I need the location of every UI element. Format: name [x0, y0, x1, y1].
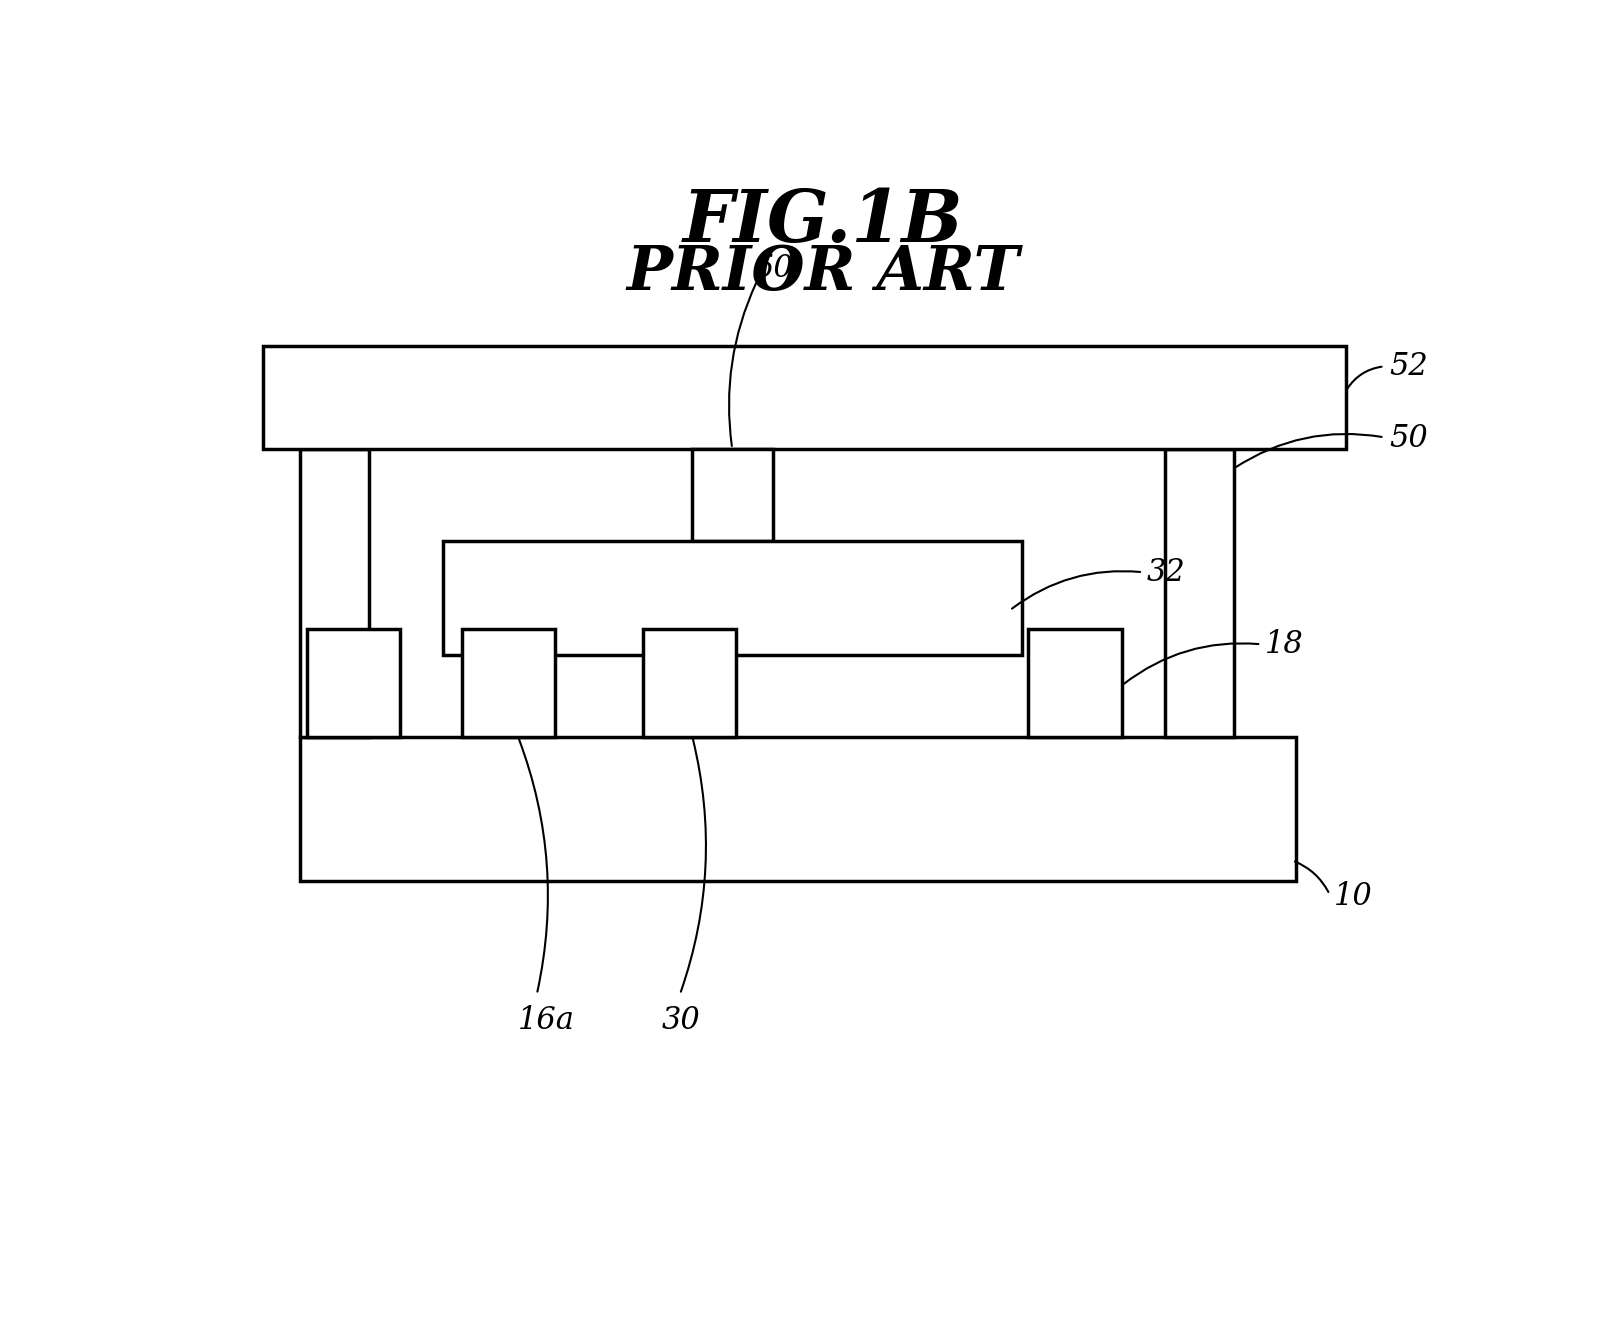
Bar [300, 737, 1295, 881]
Text: 52: 52 [1388, 350, 1427, 382]
Text: 50: 50 [754, 253, 793, 283]
Text: 30: 30 [661, 1004, 700, 1036]
Bar [642, 628, 735, 737]
Bar [462, 628, 555, 737]
Bar [263, 346, 1345, 449]
Bar [300, 449, 369, 737]
Text: PRIOR ART: PRIOR ART [626, 243, 1019, 302]
Text: 32: 32 [1146, 556, 1184, 588]
Bar [307, 628, 400, 737]
Text: FIG.1B: FIG.1B [682, 186, 963, 257]
Bar [443, 541, 1022, 655]
Text: 16a: 16a [518, 1004, 575, 1036]
Text: 10: 10 [1332, 881, 1371, 912]
Bar [1165, 449, 1233, 737]
Bar [692, 449, 774, 541]
Bar [1027, 628, 1120, 737]
Text: 50: 50 [1388, 422, 1427, 453]
Text: 18: 18 [1265, 628, 1303, 659]
